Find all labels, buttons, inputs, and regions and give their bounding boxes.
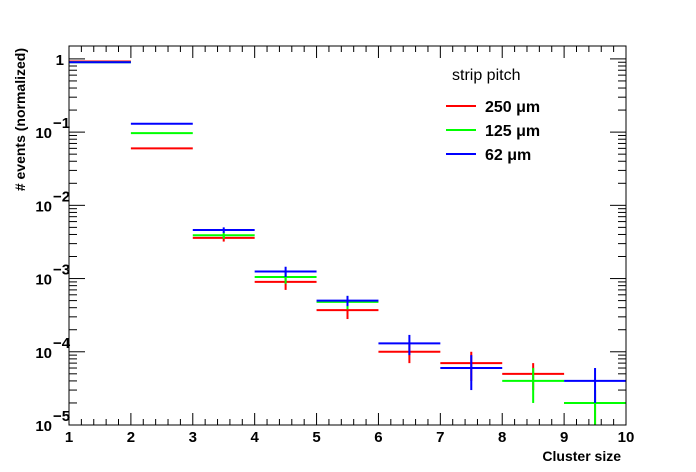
legend: strip pitch 250 μm 125 μm 62 μm: [446, 67, 540, 164]
plot-frame: [68, 45, 627, 426]
legend-entries: 250 μm 125 μm 62 μm: [446, 99, 540, 164]
y-tick-exponent: −1: [53, 115, 70, 132]
y-tick-exponent: −3: [53, 262, 70, 279]
x-tick-label: 5: [312, 429, 320, 446]
x-tick-label: 3: [189, 429, 197, 446]
legend-label: 125 μm: [485, 123, 540, 140]
y-tick-label: 10: [35, 418, 52, 435]
y-axis-title: # events (normalized): [12, 48, 28, 191]
y-tick-exponent: −2: [53, 188, 70, 205]
axis-ticks: [68, 46, 627, 426]
x-tick-label: 6: [374, 429, 382, 446]
x-tick-label: 9: [560, 429, 568, 446]
y-tick-label: 10: [35, 125, 52, 142]
x-tick-label: 10: [618, 429, 635, 446]
x-tick-label: 8: [498, 429, 506, 446]
y-tick-label: 10: [35, 272, 52, 289]
legend-title: strip pitch: [452, 67, 520, 84]
series-62-m: [69, 61, 626, 403]
y-tick-exponent: −4: [53, 335, 71, 352]
x-tick-label: 2: [127, 429, 135, 446]
legend-label: 250 μm: [485, 99, 540, 116]
series-layer: [69, 60, 626, 425]
x-axis-title: Cluster size: [542, 448, 621, 464]
x-tick-label: 1: [65, 429, 73, 446]
x-tick-label: 7: [436, 429, 444, 446]
y-tick-label: 1: [56, 52, 64, 69]
y-tick-exponent: −5: [53, 408, 70, 425]
x-tick-label: 4: [250, 429, 259, 446]
y-tick-label: 10: [35, 345, 52, 362]
legend-label: 62 μm: [485, 147, 531, 164]
y-tick-label: 10: [35, 198, 52, 215]
